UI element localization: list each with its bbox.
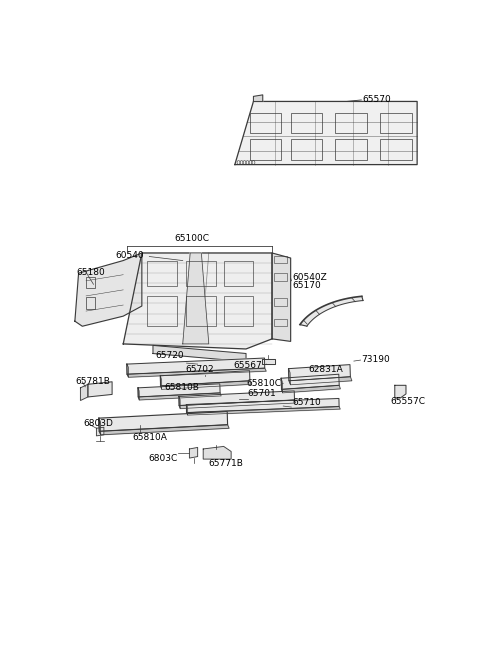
Polygon shape [160, 371, 250, 386]
Bar [224, 296, 253, 326]
Polygon shape [282, 385, 340, 393]
Polygon shape [187, 407, 340, 415]
Polygon shape [281, 379, 283, 393]
Polygon shape [160, 376, 162, 390]
Bar [147, 260, 177, 286]
Polygon shape [289, 377, 352, 385]
Bar [290, 113, 322, 133]
Bar [335, 139, 367, 159]
Polygon shape [123, 253, 272, 349]
Text: 65781B: 65781B [75, 377, 110, 386]
Text: 6803D: 6803D [83, 419, 113, 428]
Text: 65720: 65720 [156, 351, 184, 360]
Text: 65557C: 65557C [390, 398, 425, 407]
Text: 65701: 65701 [248, 389, 276, 398]
Polygon shape [138, 393, 221, 400]
Polygon shape [179, 391, 294, 405]
Text: 65180: 65180 [77, 268, 106, 277]
Polygon shape [88, 382, 112, 397]
Text: 73190: 73190 [361, 354, 390, 363]
Text: 65170: 65170 [292, 281, 321, 291]
Bar [250, 139, 281, 159]
Bar [86, 297, 96, 308]
Text: 65570: 65570 [362, 95, 391, 104]
Text: 65702: 65702 [186, 365, 214, 374]
Polygon shape [186, 405, 188, 415]
Polygon shape [96, 427, 104, 436]
Text: 65567: 65567 [233, 361, 262, 369]
Polygon shape [288, 369, 290, 385]
Polygon shape [235, 102, 417, 165]
Bar [380, 139, 411, 159]
Text: 65771B: 65771B [209, 459, 244, 468]
Polygon shape [272, 253, 290, 341]
Polygon shape [138, 388, 139, 400]
Bar [274, 319, 287, 326]
Text: 65810B: 65810B [164, 383, 199, 392]
Polygon shape [253, 95, 263, 102]
Polygon shape [99, 418, 101, 435]
Polygon shape [99, 424, 229, 435]
Text: 65100C: 65100C [175, 234, 210, 243]
Text: 6803C: 6803C [148, 454, 177, 463]
Polygon shape [138, 384, 220, 397]
Text: 60540Z: 60540Z [292, 273, 327, 281]
Polygon shape [203, 447, 231, 459]
Bar [380, 113, 411, 133]
Bar [186, 260, 216, 286]
Polygon shape [186, 398, 339, 413]
Bar [274, 298, 287, 306]
Polygon shape [300, 297, 363, 326]
Polygon shape [161, 380, 251, 390]
Bar [86, 277, 96, 289]
Polygon shape [395, 385, 406, 398]
Bar [290, 139, 322, 159]
Polygon shape [179, 396, 180, 409]
Polygon shape [183, 253, 209, 344]
Polygon shape [190, 447, 198, 458]
Text: 65810C: 65810C [246, 379, 281, 388]
Polygon shape [281, 374, 339, 390]
Polygon shape [179, 400, 296, 409]
Polygon shape [153, 346, 246, 361]
Polygon shape [81, 384, 88, 400]
Text: 65810A: 65810A [132, 433, 168, 441]
Polygon shape [127, 368, 266, 377]
Polygon shape [99, 411, 228, 431]
Text: 62831A: 62831A [309, 365, 343, 374]
Bar [250, 113, 281, 133]
Bar [186, 296, 216, 326]
Text: 60540: 60540 [115, 251, 144, 260]
Polygon shape [75, 253, 142, 326]
Bar [224, 260, 253, 286]
Bar [147, 296, 177, 326]
Bar [274, 273, 287, 281]
Polygon shape [262, 359, 275, 364]
Bar [335, 113, 367, 133]
Polygon shape [127, 364, 129, 377]
Polygon shape [127, 358, 265, 374]
Text: 65710: 65710 [292, 398, 321, 407]
Polygon shape [288, 365, 350, 380]
Bar [274, 255, 287, 263]
